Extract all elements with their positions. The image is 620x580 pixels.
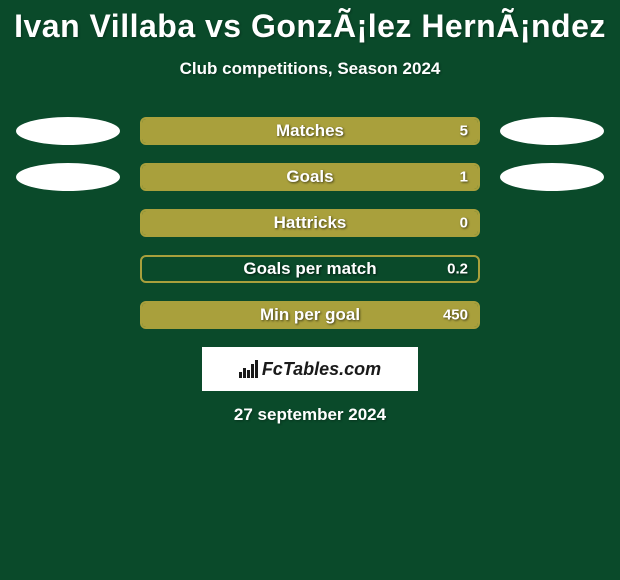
stat-value: 5 [460, 123, 468, 140]
left-ellipse [16, 117, 120, 145]
right-ellipse [500, 117, 604, 145]
stat-label: Goals [286, 167, 333, 187]
stat-label: Hattricks [274, 213, 347, 233]
page-title: Ivan Villaba vs GonzÃ¡lez HernÃ¡ndez [0, 0, 620, 45]
stat-label: Goals per match [243, 259, 376, 279]
stat-row-min-per-goal: Min per goal 450 [0, 301, 620, 329]
stat-row-goals: Goals 1 [0, 163, 620, 191]
stat-bar: Matches 5 [140, 117, 480, 145]
logo-text: FcTables.com [262, 359, 381, 380]
left-ellipse [16, 163, 120, 191]
stat-bar: Hattricks 0 [140, 209, 480, 237]
stat-label: Matches [276, 121, 344, 141]
stat-row-matches: Matches 5 [0, 117, 620, 145]
stats-chart: Matches 5 Goals 1 Hattricks 0 Goals per … [0, 117, 620, 329]
stat-value: 0 [460, 215, 468, 232]
stat-label: Min per goal [260, 305, 360, 325]
bar-chart-icon [239, 360, 258, 378]
stat-row-hattricks: Hattricks 0 [0, 209, 620, 237]
stat-value: 0.2 [447, 261, 468, 278]
stat-bar: Goals per match 0.2 [140, 255, 480, 283]
stat-value: 450 [443, 307, 468, 324]
fctables-logo: FcTables.com [202, 347, 418, 391]
stat-value: 1 [460, 169, 468, 186]
page-subtitle: Club competitions, Season 2024 [0, 59, 620, 79]
right-ellipse [500, 163, 604, 191]
date-label: 27 september 2024 [0, 405, 620, 425]
stat-bar: Goals 1 [140, 163, 480, 191]
stat-bar: Min per goal 450 [140, 301, 480, 329]
stat-row-goals-per-match: Goals per match 0.2 [0, 255, 620, 283]
